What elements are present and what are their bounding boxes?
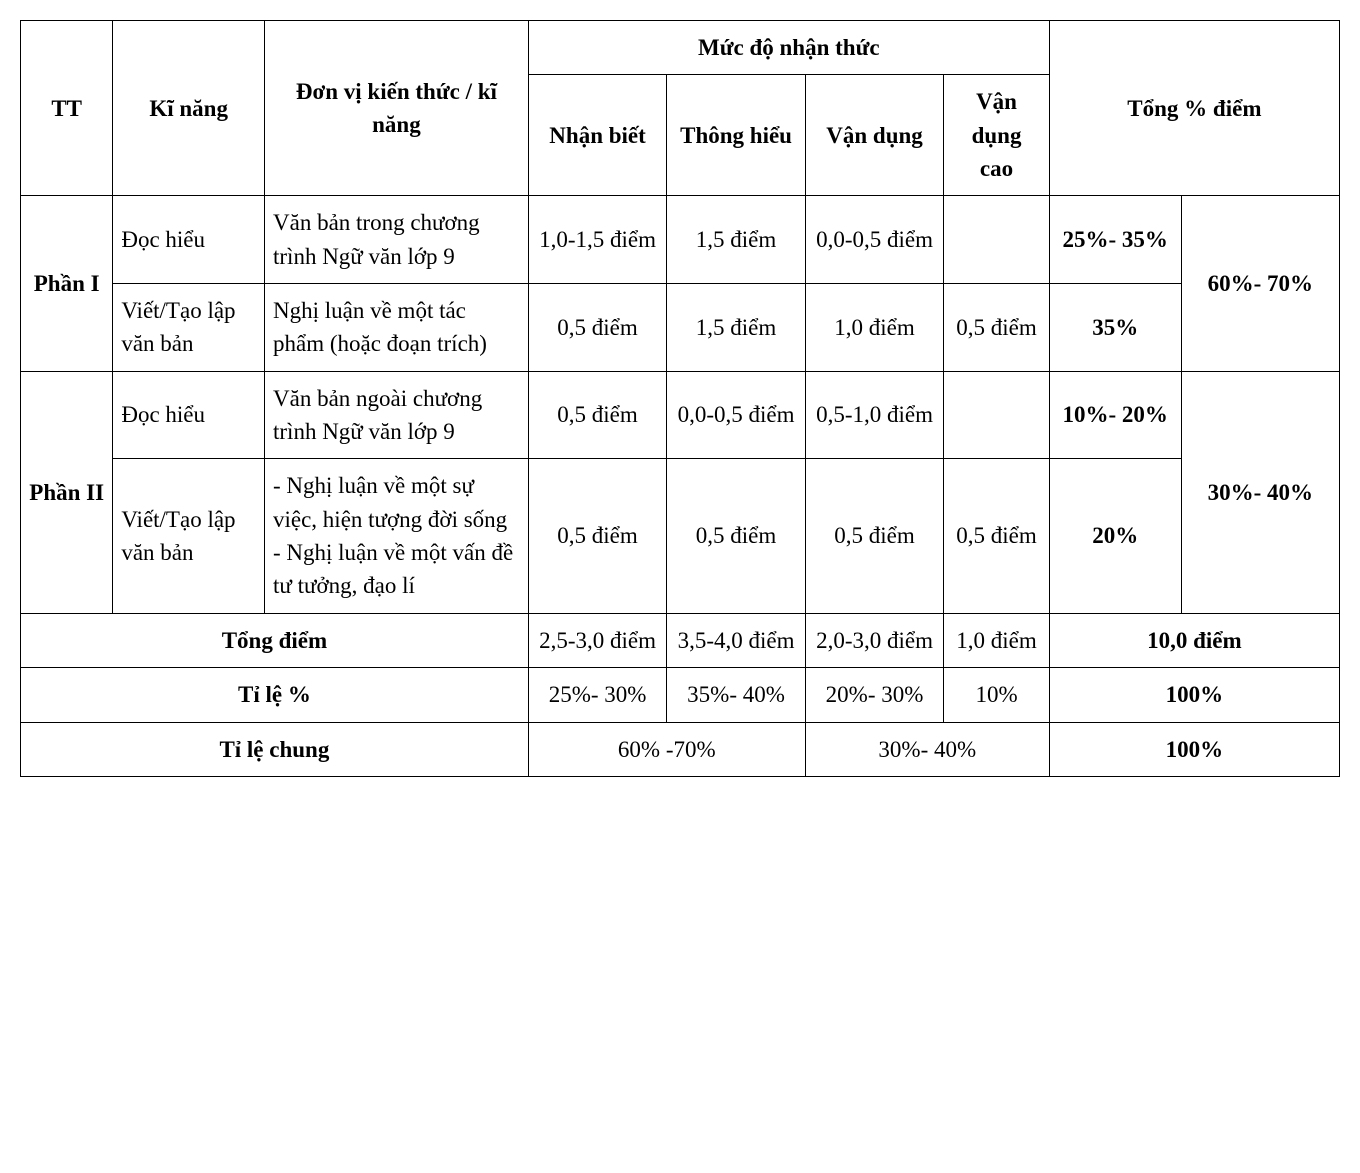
footer-tlc-total: 100% <box>1049 722 1339 776</box>
cell-don-vi: Văn bản trong chương trình Ngữ văn lớp 9 <box>265 196 529 284</box>
table-row: Viết/Tạo lập văn bản - Nghị luận về một … <box>21 459 1340 613</box>
cell-nhan-biet: 1,0-1,5 điểm <box>528 196 666 284</box>
footer-tong-diem-th: 3,5-4,0 điểm <box>667 613 805 667</box>
cell-tong: 10%- 20% <box>1049 371 1181 459</box>
hdr-nhan-biet: Nhận biết <box>528 75 666 196</box>
hdr-ki-nang: Kĩ năng <box>113 21 265 196</box>
cell-ki-nang: Đọc hiểu <box>113 196 265 284</box>
footer-tile-total: 100% <box>1049 668 1339 722</box>
cell-tong: 35% <box>1049 284 1181 372</box>
cell-van-dung: 0,0-0,5 điểm <box>805 196 943 284</box>
footer-tile-nb: 25%- 30% <box>528 668 666 722</box>
footer-row-tong-diem: Tổng điểm 2,5-3,0 điểm 3,5-4,0 điểm 2,0-… <box>21 613 1340 667</box>
section-2-group-total: 30%- 40% <box>1181 371 1339 613</box>
footer-tlc-g1: 60% -70% <box>528 722 805 776</box>
section-1-group-total: 60%- 70% <box>1181 196 1339 371</box>
table-row: Phần I Đọc hiểu Văn bản trong chương trì… <box>21 196 1340 284</box>
footer-tong-diem-vdc: 1,0 điểm <box>944 613 1050 667</box>
cell-tong: 20% <box>1049 459 1181 613</box>
table-row: Phần II Đọc hiểu Văn bản ngoài chương tr… <box>21 371 1340 459</box>
cell-nhan-biet: 0,5 điểm <box>528 371 666 459</box>
footer-tlc-label: Tỉ lệ chung <box>21 722 529 776</box>
section-2-tt: Phần II <box>21 371 113 613</box>
hdr-don-vi: Đơn vị kiến thức / kĩ năng <box>265 21 529 196</box>
footer-tong-diem-total: 10,0 điểm <box>1049 613 1339 667</box>
header-row-1: TT Kĩ năng Đơn vị kiến thức / kĩ năng Mứ… <box>21 21 1340 75</box>
cell-van-dung-cao <box>944 371 1050 459</box>
footer-tlc-g2: 30%- 40% <box>805 722 1049 776</box>
footer-tong-diem-nb: 2,5-3,0 điểm <box>528 613 666 667</box>
cell-ki-nang: Viết/Tạo lập văn bản <box>113 284 265 372</box>
footer-tong-diem-vd: 2,0-3,0 điểm <box>805 613 943 667</box>
hdr-van-dung: Vận dụng <box>805 75 943 196</box>
footer-tile-vd: 20%- 30% <box>805 668 943 722</box>
cell-van-dung-cao: 0,5 điểm <box>944 284 1050 372</box>
footer-tile-label: Tỉ lệ % <box>21 668 529 722</box>
cell-nhan-biet: 0,5 điểm <box>528 459 666 613</box>
hdr-van-dung-cao: Vận dụng cao <box>944 75 1050 196</box>
footer-tile-vdc: 10% <box>944 668 1050 722</box>
footer-row-ti-le-pct: Tỉ lệ % 25%- 30% 35%- 40% 20%- 30% 10% 1… <box>21 668 1340 722</box>
footer-row-ti-le-chung: Tỉ lệ chung 60% -70% 30%- 40% 100% <box>21 722 1340 776</box>
assessment-matrix-table: TT Kĩ năng Đơn vị kiến thức / kĩ năng Mứ… <box>20 20 1340 777</box>
hdr-muc-do-group: Mức độ nhận thức <box>528 21 1049 75</box>
footer-tong-diem-label: Tổng điểm <box>21 613 529 667</box>
footer-tile-th: 35%- 40% <box>667 668 805 722</box>
cell-thong-hieu: 0,0-0,5 điểm <box>667 371 805 459</box>
cell-ki-nang: Viết/Tạo lập văn bản <box>113 459 265 613</box>
cell-don-vi: Văn bản ngoài chương trình Ngữ văn lớp 9 <box>265 371 529 459</box>
hdr-thong-hieu: Thông hiểu <box>667 75 805 196</box>
cell-thong-hieu: 1,5 điểm <box>667 284 805 372</box>
cell-van-dung: 0,5 điểm <box>805 459 943 613</box>
cell-ki-nang: Đọc hiểu <box>113 371 265 459</box>
cell-thong-hieu: 0,5 điểm <box>667 459 805 613</box>
table-row: Viết/Tạo lập văn bản Nghị luận về một tá… <box>21 284 1340 372</box>
cell-thong-hieu: 1,5 điểm <box>667 196 805 284</box>
cell-nhan-biet: 0,5 điểm <box>528 284 666 372</box>
cell-don-vi: Nghị luận về một tác phẩm (hoặc đoạn trí… <box>265 284 529 372</box>
hdr-tt: TT <box>21 21 113 196</box>
cell-van-dung-cao: 0,5 điểm <box>944 459 1050 613</box>
section-1-tt: Phần I <box>21 196 113 371</box>
cell-tong: 25%- 35% <box>1049 196 1181 284</box>
hdr-tong-pct: Tổng % điểm <box>1049 21 1339 196</box>
cell-don-vi: - Nghị luận về một sự việc, hiện tượng đ… <box>265 459 529 613</box>
cell-van-dung-cao <box>944 196 1050 284</box>
cell-van-dung: 1,0 điểm <box>805 284 943 372</box>
cell-van-dung: 0,5-1,0 điểm <box>805 371 943 459</box>
